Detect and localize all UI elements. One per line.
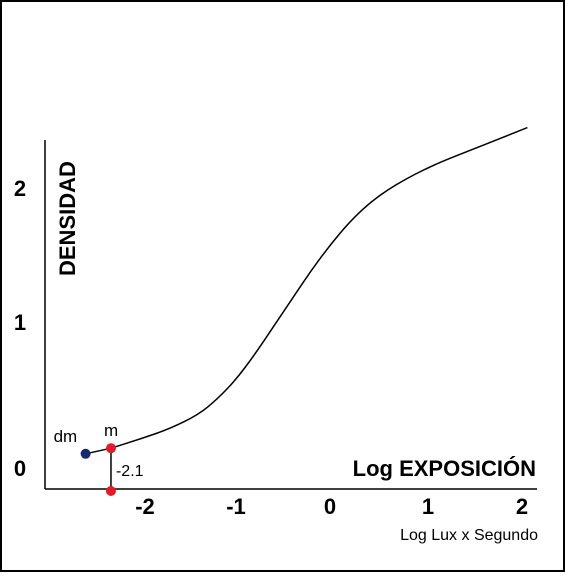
y-tick-label: 0 bbox=[14, 456, 26, 481]
x-tick-label: -2 bbox=[135, 494, 155, 519]
m-base-point bbox=[105, 486, 116, 496]
x-tick-label: 0 bbox=[324, 494, 336, 519]
x-tick-label: 2 bbox=[516, 494, 528, 519]
y-axis-title: DENSIDAD bbox=[55, 161, 80, 276]
dm-label: dm bbox=[54, 427, 78, 446]
density-curve bbox=[110, 126, 528, 449]
x-tick-label: 1 bbox=[422, 494, 434, 519]
x-axis-subtitle: Log Lux x Segundo bbox=[400, 527, 538, 544]
threshold-annotation: -2.1 bbox=[116, 463, 144, 480]
y-tick-label: 1 bbox=[14, 310, 26, 335]
m-label: m bbox=[104, 421, 118, 440]
x-axis-title: Log EXPOSICIÓN bbox=[353, 456, 536, 481]
x-tick-label: -1 bbox=[226, 494, 246, 519]
y-tick-label: 2 bbox=[14, 176, 26, 201]
m-point bbox=[105, 443, 116, 454]
dm-point bbox=[80, 448, 91, 459]
